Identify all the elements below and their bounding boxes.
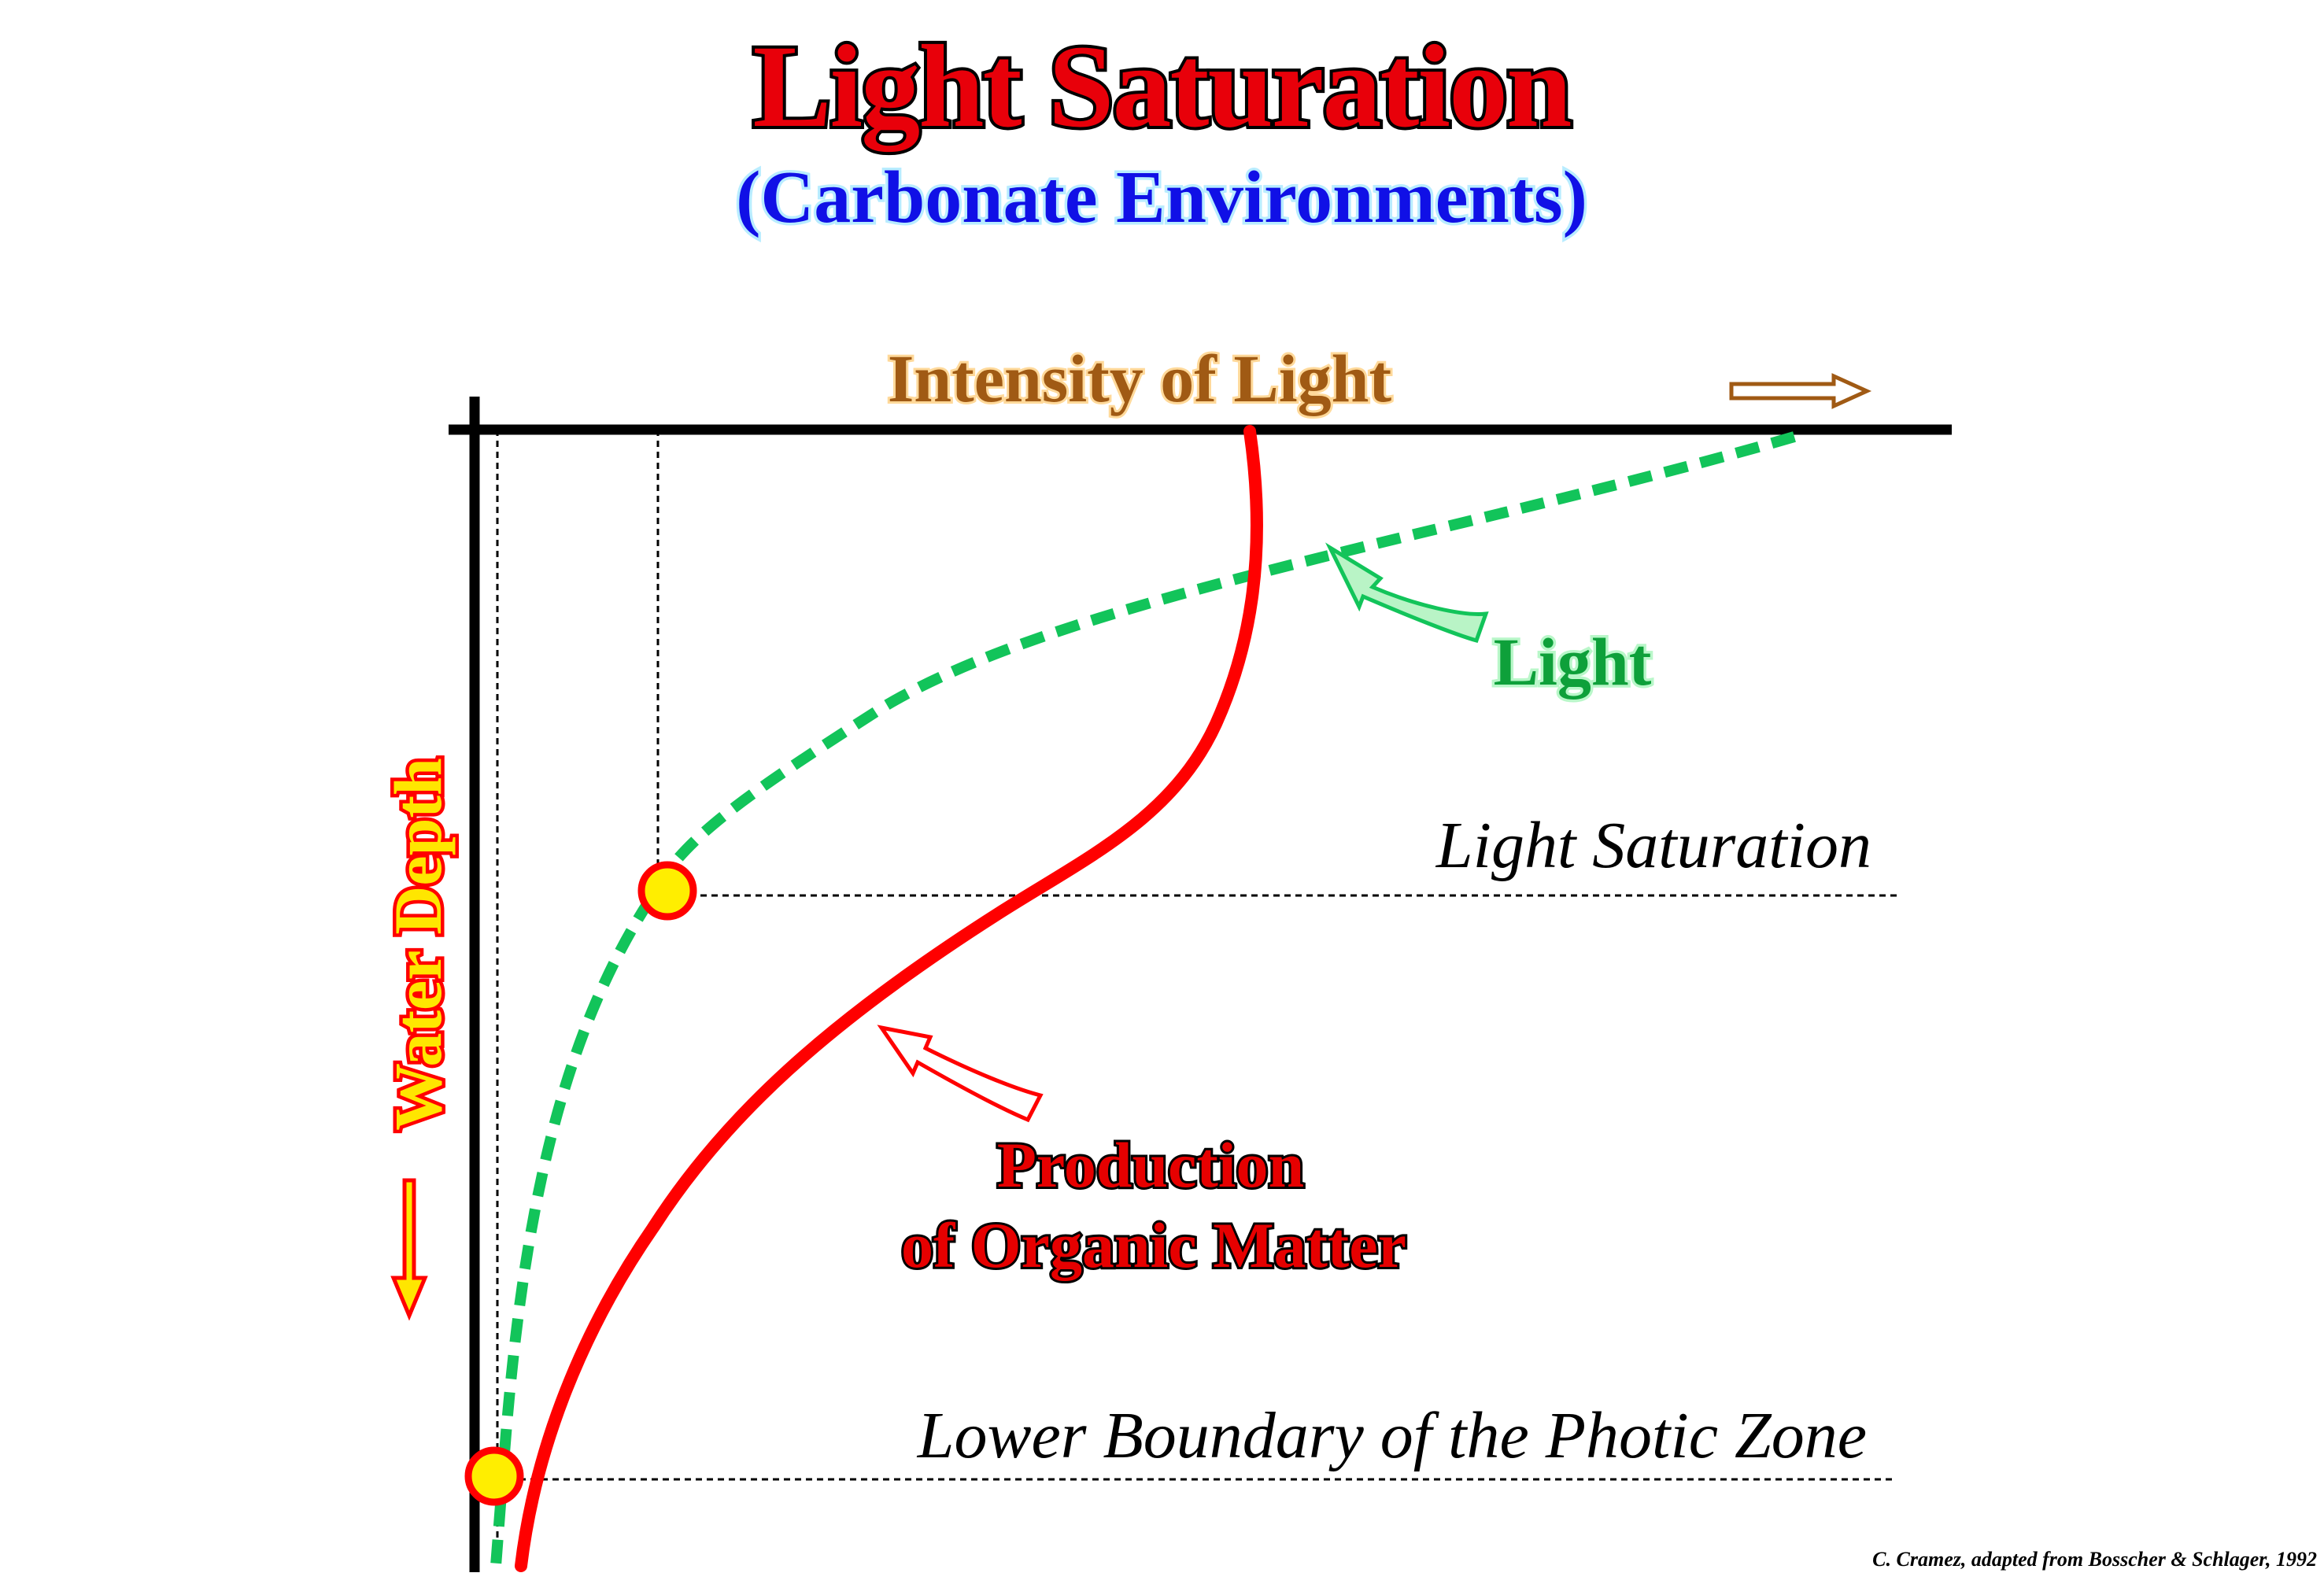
production-label-line2: of Organic Matter — [901, 1209, 1406, 1281]
light-curve-label: Light — [1494, 624, 1652, 700]
production-pointer-arrow-icon — [877, 1025, 1044, 1123]
y-axis-arrow-icon — [390, 1178, 428, 1321]
photic-boundary-label: Lower Boundary of the Photic Zone — [917, 1399, 1867, 1472]
credit-note: C. Cramez, adapted from Bosscher & Schla… — [1872, 1548, 2317, 1571]
light-pointer-arrow-icon — [1325, 542, 1489, 644]
diagram-title: Light Saturation — [752, 21, 1571, 152]
x-axis-arrow-icon — [1729, 373, 1872, 409]
light-curve — [490, 431, 1796, 1567]
light-saturation-marker — [637, 861, 697, 921]
x-axis-label: Intensity of Light — [888, 341, 1392, 416]
production-curve — [515, 425, 1263, 1572]
production-label-line1: Production — [997, 1129, 1304, 1201]
photic-boundary-marker — [464, 1446, 524, 1506]
diagram-subtitle: (Carbonate Environments) — [736, 157, 1587, 238]
light-saturation-label: Light Saturation — [1435, 809, 1871, 882]
y-axis-label: Water Depth — [380, 758, 456, 1131]
